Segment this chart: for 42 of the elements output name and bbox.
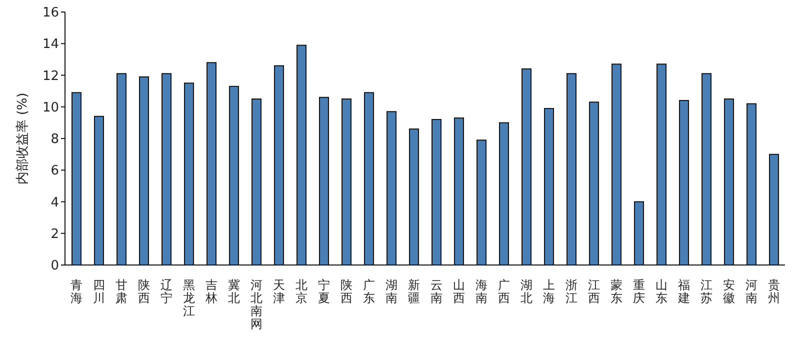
x-tick-label: 湖北 [520,278,532,305]
x-tick-label: 新疆 [408,278,420,305]
x-tick-label: 吉林 [204,278,218,305]
x-tick-label: 陕西 [138,278,150,305]
x-tick-label: 黑龙江 [182,278,195,318]
x-tick-label: 陕西 [340,278,352,305]
x-tick-label: 江西 [588,278,600,305]
x-tick-label: 安徽 [722,278,735,305]
y-tick-label: 0 [50,258,59,274]
y-tick-label: 14 [42,37,59,52]
x-tick-label: 宁夏 [318,278,330,305]
x-tick-label: 北京 [295,278,308,305]
y-tick-label: 4 [50,195,59,210]
x-tick-label: 上海 [542,278,555,305]
y-tick-label: 6 [50,164,59,179]
y-tick-label: 10 [42,100,59,116]
x-tick-label: 重庆 [632,278,645,305]
y-tick-label: 8 [50,132,59,148]
x-tick-label: 河南 [745,278,758,305]
y-tick-label: 16 [42,6,59,21]
x-tick-label: 河北南网 [250,278,262,331]
x-tick-label: 山西 [452,278,465,305]
x-tick-label: 四川 [92,278,105,305]
x-tick-label: 辽宁 [160,278,172,305]
x-tick-label: 广西 [498,278,510,305]
x-tick-label: 贵州 [768,278,780,305]
y-tick-label: 12 [42,68,59,84]
x-tick-label: 天津 [272,278,285,305]
y-axis-title: 内部收益率 (%) [14,92,31,184]
x-tick-label: 蒙东 [610,278,622,305]
x-tick-label: 云南 [430,278,442,305]
x-tick-label: 青海 [70,278,82,305]
x-tick-label: 湖南 [385,278,398,305]
x-tick-label: 浙江 [565,278,578,305]
x-tick-label: 福建 [676,278,690,305]
x-tick-label: 甘肃 [115,278,128,305]
x-tick-label: 江苏 [700,278,712,305]
x-tick-label: 冀北 [228,278,240,305]
y-tick-label: 2 [50,226,59,242]
x-tick-label: 海南 [475,278,488,305]
x-tick-label: 广东 [362,278,375,305]
x-tick-label: 山东 [655,278,668,305]
